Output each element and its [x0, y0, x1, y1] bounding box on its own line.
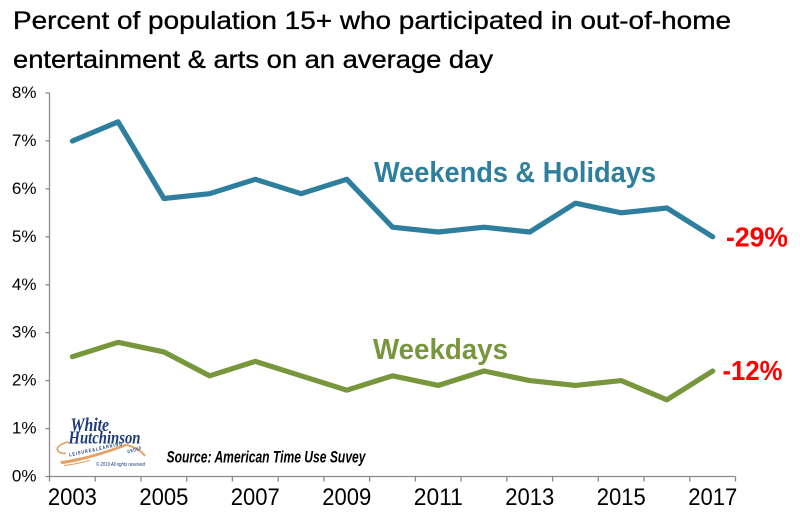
- svg-text:7%: 7%: [12, 131, 37, 150]
- svg-text:1%: 1%: [12, 419, 37, 438]
- svg-text:Source: American Time Use Suve: Source: American Time Use Suvey: [167, 448, 367, 466]
- svg-text:3%: 3%: [12, 323, 37, 342]
- svg-text:4%: 4%: [12, 275, 37, 294]
- svg-text:0%: 0%: [12, 467, 37, 486]
- svg-text:entertainment & arts on an ave: entertainment & arts on an average day: [13, 46, 493, 74]
- svg-text:Hutchinson: Hutchinson: [68, 428, 141, 448]
- svg-text:2003: 2003: [48, 484, 97, 511]
- svg-text:2017: 2017: [688, 484, 737, 511]
- svg-text:Weekends & Holidays: Weekends & Holidays: [374, 157, 656, 189]
- svg-text:2011: 2011: [414, 484, 463, 511]
- svg-text:-12%: -12%: [723, 355, 783, 386]
- svg-text:© 2019 All rights reserved: © 2019 All rights reserved: [96, 461, 146, 468]
- svg-text:-29%: -29%: [726, 222, 788, 253]
- svg-text:5%: 5%: [12, 227, 37, 246]
- svg-text:Percent of population 15+ who: Percent of population 15+ who participat…: [13, 7, 731, 35]
- svg-text:2013: 2013: [505, 484, 554, 511]
- svg-text:2005: 2005: [139, 484, 188, 511]
- svg-text:G R O U P: G R O U P: [127, 446, 142, 456]
- svg-text:2007: 2007: [231, 484, 280, 511]
- svg-text:2%: 2%: [12, 371, 37, 390]
- svg-text:White: White: [71, 416, 110, 436]
- svg-text:2009: 2009: [322, 484, 371, 511]
- svg-text:8%: 8%: [12, 83, 37, 102]
- svg-text:2015: 2015: [597, 484, 646, 511]
- svg-text:Weekdays: Weekdays: [373, 334, 508, 366]
- svg-text:6%: 6%: [12, 179, 37, 198]
